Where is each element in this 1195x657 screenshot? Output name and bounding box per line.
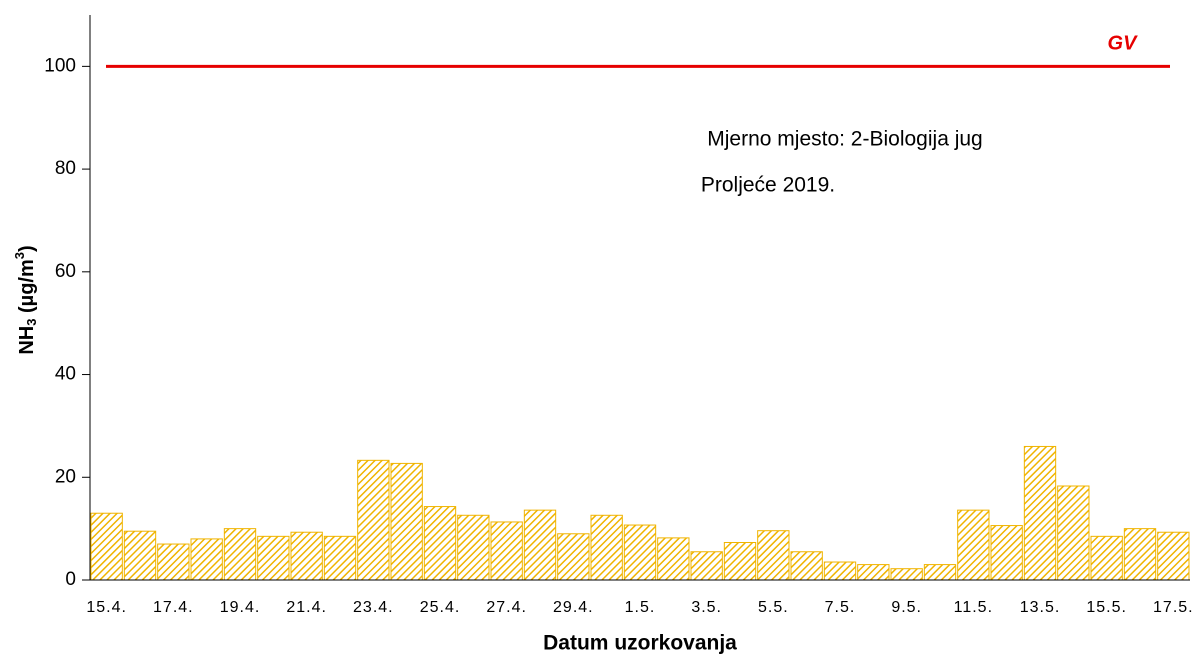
bar <box>857 564 890 581</box>
bar <box>390 462 423 581</box>
reference-label: GV <box>1108 33 1139 55</box>
x-tick-label: 25.4. <box>420 599 461 616</box>
x-tick-label: 17.4. <box>153 599 194 616</box>
x-axis-label: Datum uzorkovanja <box>543 632 737 655</box>
x-tick-label: 5.5. <box>758 599 789 616</box>
bar <box>690 551 723 581</box>
bar <box>723 542 757 581</box>
x-tick-label: 15.5. <box>1086 599 1127 616</box>
bar <box>557 533 590 581</box>
bar <box>290 531 323 581</box>
bar <box>757 530 790 581</box>
bar <box>957 509 990 581</box>
bar <box>223 528 257 581</box>
x-tick-label: 7.5. <box>825 599 856 616</box>
x-tick-label: 13.5. <box>1020 599 1061 616</box>
bar <box>623 524 657 581</box>
bar <box>990 525 1023 581</box>
bar <box>90 512 123 581</box>
bar <box>357 459 390 581</box>
bar <box>923 564 957 581</box>
bar <box>490 521 523 581</box>
bar <box>423 506 457 581</box>
bar <box>190 538 223 581</box>
bar <box>823 561 857 581</box>
x-tick-label: 21.4. <box>286 599 327 616</box>
x-tick-label: 1.5. <box>625 599 656 616</box>
bar <box>123 530 157 581</box>
y-tick-label: 100 <box>44 55 76 76</box>
x-tick-label: 27.4. <box>486 599 527 616</box>
x-tick-label: 17.5. <box>1153 599 1194 616</box>
bar <box>657 537 690 581</box>
bar <box>1157 531 1190 581</box>
bar <box>1123 528 1157 581</box>
y-tick-label: 80 <box>55 158 76 179</box>
y-tick-label: 20 <box>55 466 76 487</box>
bar <box>1057 485 1090 581</box>
x-tick-label: 23.4. <box>353 599 394 616</box>
y-tick-label: 60 <box>55 261 76 282</box>
x-tick-label: 9.5. <box>891 599 922 616</box>
y-tick-label: 40 <box>55 364 76 385</box>
x-tick-label: 11.5. <box>954 599 993 616</box>
bar <box>890 568 923 581</box>
bar <box>323 535 357 581</box>
annotation: Mjerno mjesto: 2-Biologija jug <box>707 128 982 151</box>
bar <box>257 535 290 581</box>
x-tick-label: 15.4. <box>86 599 127 616</box>
x-tick-label: 19.4. <box>220 599 261 616</box>
bar <box>157 543 190 581</box>
y-tick-label: 0 <box>65 569 76 590</box>
bar <box>1023 445 1057 581</box>
annotation: Proljeće 2019. <box>701 174 835 197</box>
bar <box>523 509 557 581</box>
x-tick-label: 29.4. <box>553 599 594 616</box>
bar <box>590 514 623 581</box>
y-axis-label: NH3 (µg/m3) <box>12 245 39 354</box>
bar <box>457 514 490 581</box>
bar <box>1090 535 1123 581</box>
bar <box>790 551 823 581</box>
x-tick-label: 3.5. <box>691 599 722 616</box>
